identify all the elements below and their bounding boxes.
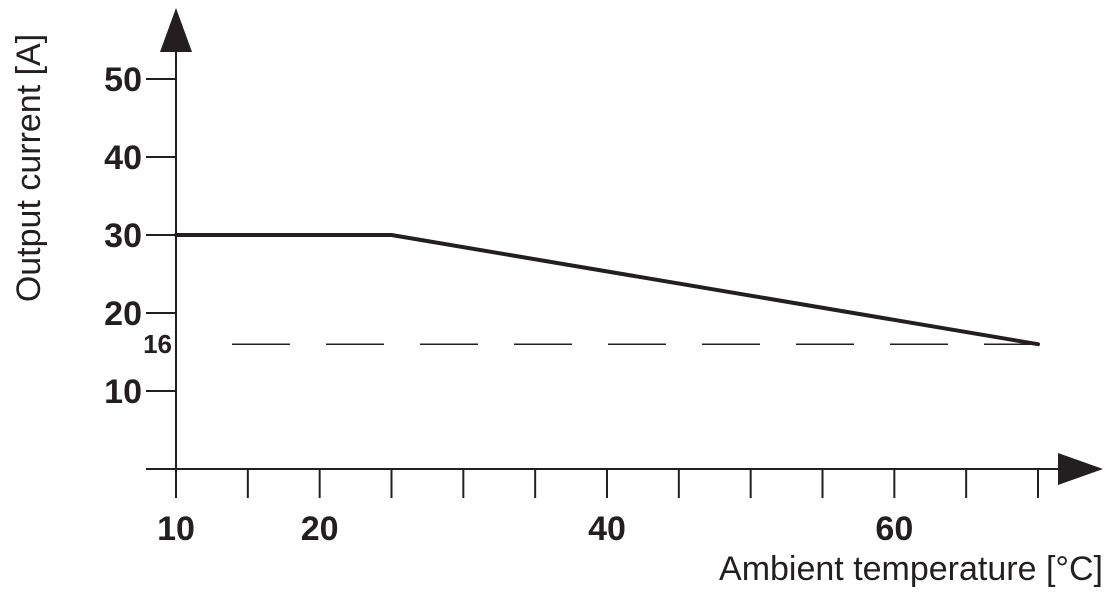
x-axis-arrow-icon [1058, 453, 1103, 485]
y-tick-label: 40 [104, 139, 142, 177]
x-tick-label: 10 [157, 510, 195, 548]
y-tick-label: 30 [104, 217, 142, 255]
series-line-output-current [174, 233, 1040, 347]
reference-line-label: 16 [143, 329, 172, 359]
x-tick-label: 60 [875, 510, 913, 548]
axes [146, 8, 1103, 498]
x-tick-label: 20 [301, 510, 339, 548]
tick-labels: 10 20 30 40 50 10 20 40 60 16 [104, 61, 913, 548]
x-tick-label: 40 [588, 510, 626, 548]
y-axis-title: Output current [A] [10, 34, 48, 302]
y-tick-label: 50 [104, 61, 142, 99]
y-axis-arrow-icon [160, 8, 192, 52]
y-tick-label: 20 [104, 295, 142, 333]
x-axis-title: Ambient temperature [°C] [719, 550, 1103, 588]
y-tick-label: 10 [104, 373, 142, 411]
series-layer [174, 233, 1040, 347]
